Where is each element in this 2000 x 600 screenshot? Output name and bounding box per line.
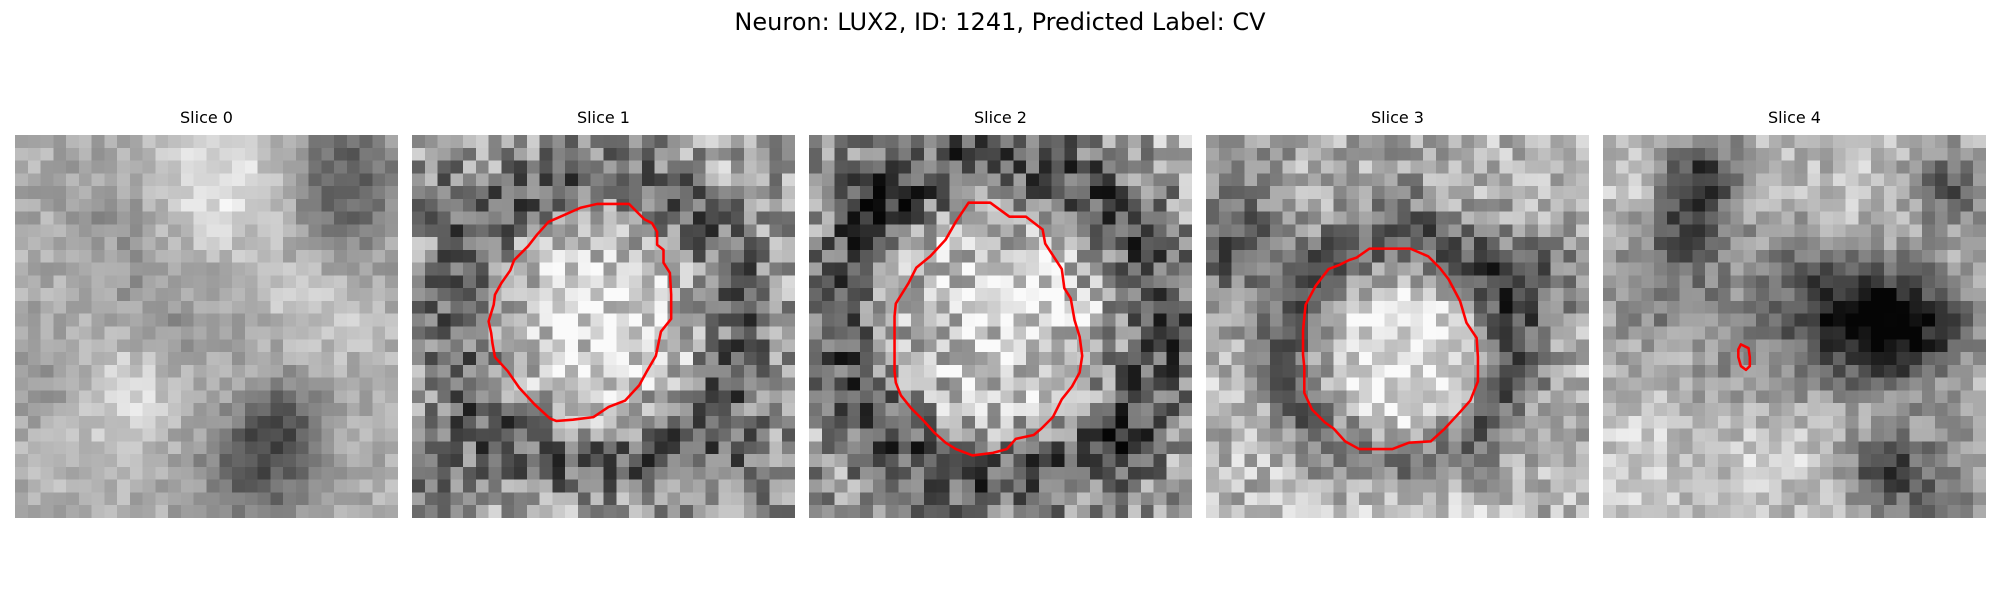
segmentation-contour: [487, 202, 673, 423]
slice-image-grid: [15, 135, 398, 518]
slice-title: Slice 1: [577, 108, 630, 127]
slice-image: [1206, 135, 1589, 518]
slice-title: Slice 3: [1371, 108, 1424, 127]
slice-image: [412, 135, 795, 518]
slice-title: Slice 2: [974, 108, 1027, 127]
slice-image: [15, 135, 398, 518]
slice-image: [809, 135, 1192, 518]
slice-image-grid: [809, 135, 1192, 518]
segmentation-contour: [893, 201, 1084, 457]
slice-image-grid: [1603, 135, 1986, 518]
slice-title: Slice 0: [180, 108, 233, 127]
figure-title: Neuron: LUX2, ID: 1241, Predicted Label:…: [734, 8, 1266, 36]
slice-title: Slice 4: [1768, 108, 1821, 127]
slice-image-grid: [412, 135, 795, 518]
slice-image: [1603, 135, 1986, 518]
segmentation-contour: [1301, 247, 1480, 451]
segmentation-contour: [1737, 343, 1752, 372]
slice-image-grid: [1206, 135, 1589, 518]
